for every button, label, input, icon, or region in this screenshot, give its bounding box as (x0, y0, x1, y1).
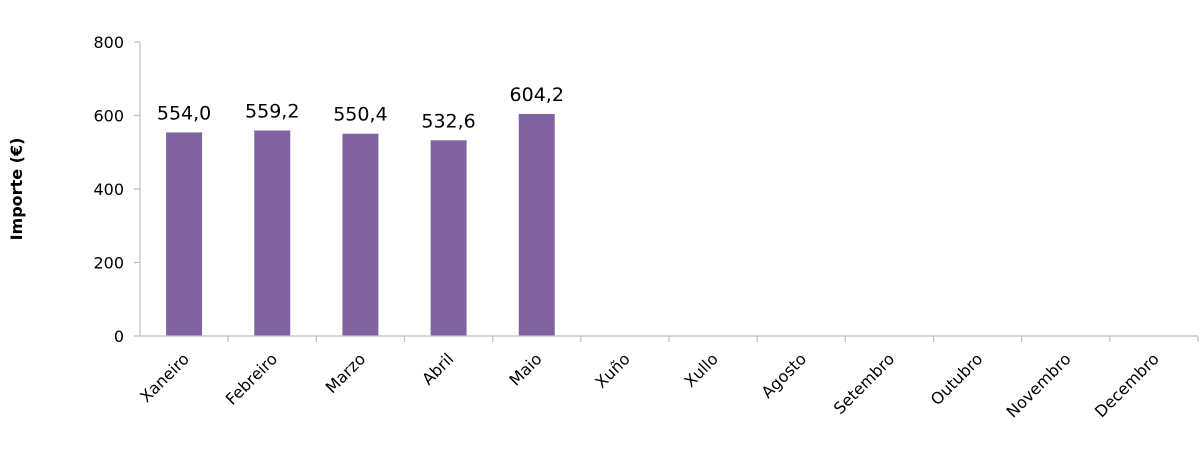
x-tick-label: Novembro (1003, 349, 1075, 421)
x-tick-label: Decembro (1091, 349, 1163, 421)
bar-marzo (342, 133, 379, 336)
y-axis-title: Importe (€) (7, 138, 26, 241)
data-label: 532,6 (421, 110, 475, 132)
x-tick-label: Abril (418, 349, 457, 388)
bar-series: 554,0 559,2 550,4 532,6 604,2 (157, 84, 564, 336)
x-tick-label: Febreiro (222, 349, 281, 408)
bar-febreiro (254, 130, 291, 336)
x-tick-label: Setembro (830, 349, 899, 418)
x-tick-label: Marzo (322, 349, 370, 397)
data-label: 559,2 (245, 100, 299, 122)
bar-xaneiro (166, 132, 203, 336)
x-tick-label: Xuño (591, 349, 633, 391)
y-tick-label: 400 (93, 180, 124, 199)
x-tick-label: Agosto (758, 349, 811, 402)
y-tick-label: 800 (93, 33, 124, 52)
data-label: 604,2 (510, 84, 564, 106)
data-label: 550,4 (333, 104, 387, 126)
x-axis: Xaneiro Febreiro Marzo Abril Maio Xuño Xullo Ag… (136, 336, 1199, 421)
bar-maio (518, 113, 555, 336)
y-axis: 0 200 400 600 800 (93, 33, 140, 346)
bar-abril (430, 140, 467, 336)
y-tick-label: 600 (93, 107, 124, 126)
data-label: 554,0 (157, 102, 211, 124)
x-tick-label: Outubro (927, 349, 987, 409)
x-tick-label: Xullo (680, 349, 722, 391)
y-tick-label: 200 (93, 254, 124, 273)
y-tick-label: 0 (114, 327, 124, 346)
x-tick-label: Maio (505, 349, 545, 389)
x-tick-label: Xaneiro (136, 349, 193, 406)
